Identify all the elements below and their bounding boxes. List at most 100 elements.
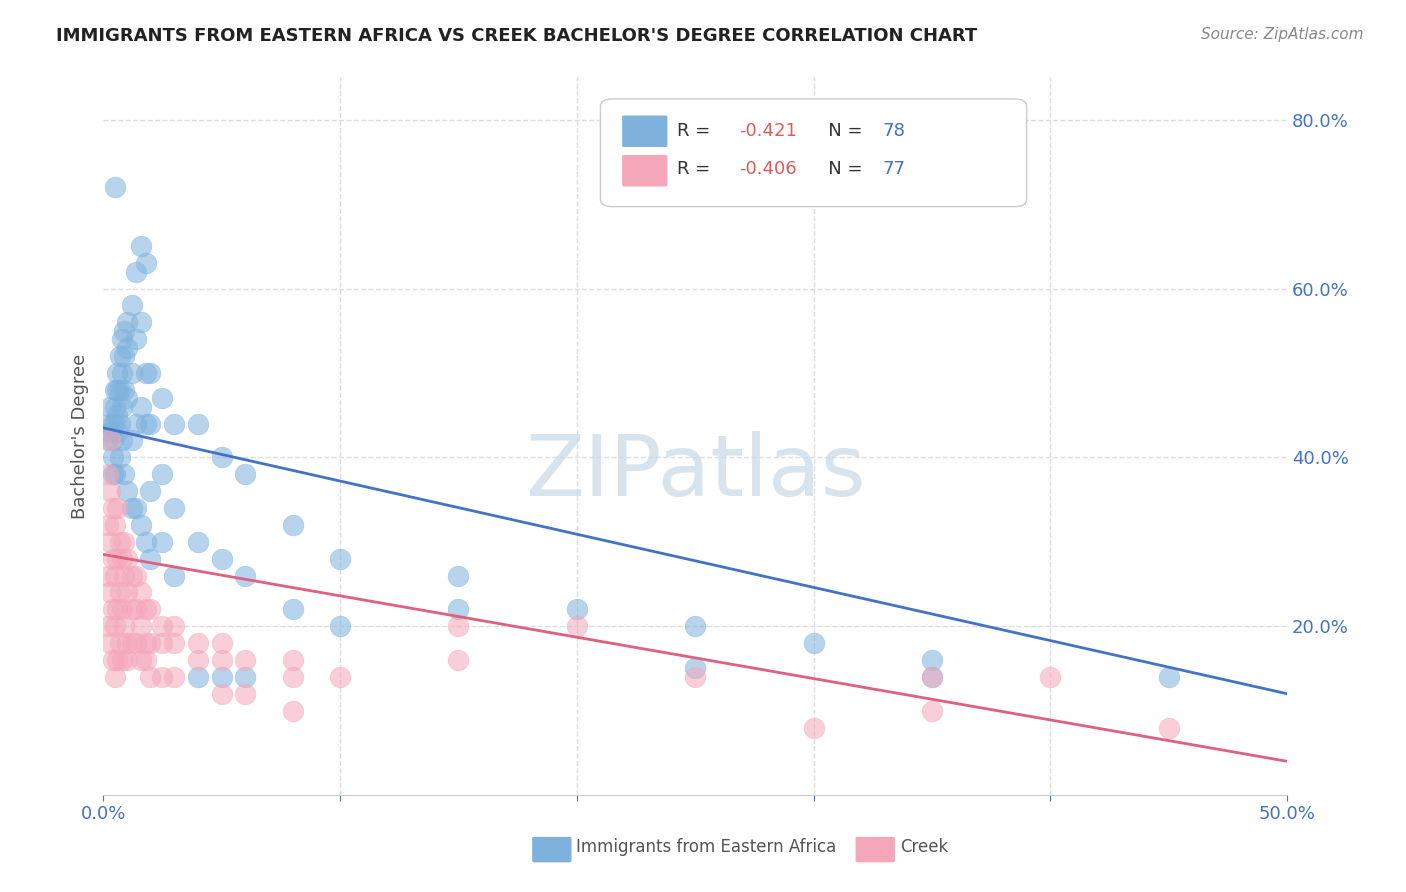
Point <box>139 551 162 566</box>
Point <box>281 704 304 718</box>
Point <box>129 585 152 599</box>
Point <box>101 551 124 566</box>
Point <box>121 636 143 650</box>
Point <box>135 366 157 380</box>
Point <box>233 467 256 482</box>
Point <box>104 670 127 684</box>
Point <box>135 636 157 650</box>
Point <box>104 568 127 582</box>
Point <box>98 434 121 448</box>
Point <box>447 653 470 667</box>
Point <box>101 501 124 516</box>
Point <box>101 467 124 482</box>
Point <box>111 366 134 380</box>
Point <box>111 400 134 414</box>
FancyBboxPatch shape <box>600 99 1026 207</box>
Point <box>150 670 173 684</box>
Point <box>104 517 127 532</box>
Text: Creek: Creek <box>900 838 948 856</box>
Point <box>101 450 124 465</box>
Point <box>111 332 134 346</box>
Point <box>135 256 157 270</box>
Point <box>105 383 128 397</box>
Point <box>125 568 148 582</box>
Point <box>211 653 233 667</box>
Point <box>1039 670 1062 684</box>
Text: 78: 78 <box>882 122 905 140</box>
Point <box>129 517 152 532</box>
Point <box>281 653 304 667</box>
Point <box>150 534 173 549</box>
Point <box>163 568 186 582</box>
Point <box>139 636 162 650</box>
Point <box>163 670 186 684</box>
Point <box>104 400 127 414</box>
Point <box>163 417 186 431</box>
Point <box>803 636 825 650</box>
Point <box>565 619 588 633</box>
Point <box>125 417 148 431</box>
Point <box>150 467 173 482</box>
Y-axis label: Bachelor's Degree: Bachelor's Degree <box>72 353 89 519</box>
Point <box>187 534 209 549</box>
Point <box>115 551 138 566</box>
Point <box>101 434 124 448</box>
Point <box>187 670 209 684</box>
Point <box>1157 670 1180 684</box>
Point <box>187 636 209 650</box>
Point <box>683 661 706 675</box>
Point <box>105 551 128 566</box>
Text: -0.421: -0.421 <box>740 122 797 140</box>
Point <box>121 602 143 616</box>
Point <box>281 602 304 616</box>
Point <box>115 585 138 599</box>
Point <box>163 619 186 633</box>
Point <box>125 501 148 516</box>
Point <box>163 636 186 650</box>
Point <box>98 534 121 549</box>
Point <box>114 534 136 549</box>
Point <box>108 383 131 397</box>
Point <box>447 568 470 582</box>
Point <box>329 619 352 633</box>
Point <box>921 704 943 718</box>
Point <box>125 636 148 650</box>
Point <box>921 670 943 684</box>
Point <box>105 501 128 516</box>
Point <box>129 239 152 253</box>
FancyBboxPatch shape <box>623 116 666 146</box>
Point <box>104 180 127 194</box>
Point <box>105 408 128 422</box>
Point <box>111 434 134 448</box>
Point <box>115 391 138 405</box>
Point <box>108 349 131 363</box>
Point <box>104 417 127 431</box>
Point <box>281 670 304 684</box>
Point <box>683 670 706 684</box>
Point <box>233 653 256 667</box>
Point <box>111 602 134 616</box>
Point <box>97 619 120 633</box>
Point <box>139 670 162 684</box>
Point <box>98 425 121 439</box>
Point <box>135 602 157 616</box>
Point <box>329 551 352 566</box>
Text: R =: R = <box>678 122 723 140</box>
Point <box>150 391 173 405</box>
Point <box>139 602 162 616</box>
Point <box>187 417 209 431</box>
Point <box>233 568 256 582</box>
Point <box>803 721 825 735</box>
Point <box>108 636 131 650</box>
Point <box>104 619 127 633</box>
Text: -0.406: -0.406 <box>740 161 797 178</box>
Point <box>108 450 131 465</box>
Point <box>150 636 173 650</box>
Point <box>139 366 162 380</box>
Point <box>211 551 233 566</box>
Point <box>104 383 127 397</box>
Text: 77: 77 <box>882 161 905 178</box>
Text: R =: R = <box>678 161 723 178</box>
Point <box>163 501 186 516</box>
Point <box>921 653 943 667</box>
